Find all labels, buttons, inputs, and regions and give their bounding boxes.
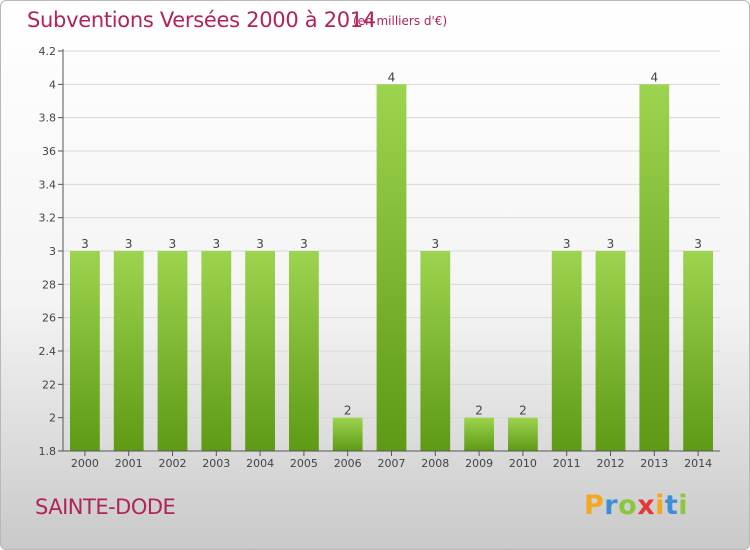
x-tick-label: 2007	[378, 457, 406, 470]
data-label: 3	[300, 237, 308, 251]
bar	[508, 417, 538, 451]
data-label: 3	[125, 237, 133, 251]
bar	[289, 251, 319, 451]
bar	[157, 251, 188, 451]
bar	[332, 417, 363, 451]
data-label: 3	[81, 237, 89, 251]
y-tick-label: 3.8	[39, 112, 57, 125]
y-tick-label: 1.8	[39, 445, 57, 458]
x-tick-label: 2006	[334, 457, 362, 470]
bar	[595, 251, 626, 451]
x-tick-label: 2000	[71, 457, 99, 470]
data-label: 4	[650, 70, 658, 84]
data-label: 3	[431, 237, 439, 251]
y-tick-label: 2.4	[39, 345, 57, 358]
bar	[551, 251, 582, 451]
logo-letter: o	[618, 490, 638, 521]
data-label: 3	[212, 237, 220, 251]
y-tick-label: 4	[49, 78, 56, 91]
data-label: 3	[563, 237, 571, 251]
data-label: 3	[169, 237, 177, 251]
bar	[376, 84, 407, 451]
chart-title: Subventions Versées 2000 à 2014	[27, 8, 376, 32]
bar	[201, 251, 232, 451]
data-label: 3	[607, 237, 615, 251]
x-tick-label: 2001	[115, 457, 143, 470]
data-label: 4	[388, 70, 396, 84]
logo-letter: i	[678, 490, 689, 521]
data-label: 3	[694, 237, 702, 251]
y-tick-label: 36	[42, 145, 56, 158]
logo-letter: i	[655, 490, 665, 521]
y-tick-label: 3	[49, 245, 56, 258]
bars: 3 3 3 3 3 3 2 4 3 2 2 3 3 4 3	[70, 70, 713, 451]
bar	[113, 251, 144, 451]
x-tick-label: 2011	[553, 457, 581, 470]
bar	[464, 417, 494, 451]
y-tick-label: 2	[49, 412, 56, 425]
bar	[420, 251, 451, 451]
x-tick-label: 2002	[159, 457, 187, 470]
data-label: 2	[344, 404, 352, 418]
y-tick-label: 3.4	[39, 178, 57, 191]
bar	[70, 251, 100, 451]
proxiti-logo: Proxiti	[584, 490, 688, 521]
chart-subtitle: (en milliers d'€)	[353, 14, 448, 28]
x-tick-label: 2012	[597, 457, 625, 470]
data-label: 2	[519, 404, 527, 418]
x-tick-label: 2010	[509, 457, 537, 470]
x-tick-label: 2005	[290, 457, 318, 470]
logo-letter: r	[604, 490, 619, 521]
bar	[683, 251, 713, 451]
x-tick-label: 2004	[246, 457, 274, 470]
data-label: 2	[475, 404, 483, 418]
bar	[639, 84, 670, 451]
x-tick-label: 2013	[640, 457, 668, 470]
y-tick-label: 28	[42, 278, 56, 291]
city-name: SAINTE-DODE	[35, 495, 176, 519]
y-tick-label: 22	[42, 378, 56, 391]
x-tick-label: 2003	[202, 457, 230, 470]
y-tick-label: 3.2	[39, 212, 57, 225]
x-tick-label: 2009	[465, 457, 493, 470]
y-tick-label: 26	[42, 312, 56, 325]
data-label: 3	[256, 237, 264, 251]
x-tick-label: 2014	[684, 457, 712, 470]
bar	[245, 251, 275, 451]
logo-letter: P	[584, 490, 605, 521]
logo-letter: x	[637, 490, 656, 521]
y-tick-label: 4.2	[39, 45, 57, 58]
logo-letter: t	[664, 490, 679, 521]
x-tick-label: 2008	[421, 457, 449, 470]
